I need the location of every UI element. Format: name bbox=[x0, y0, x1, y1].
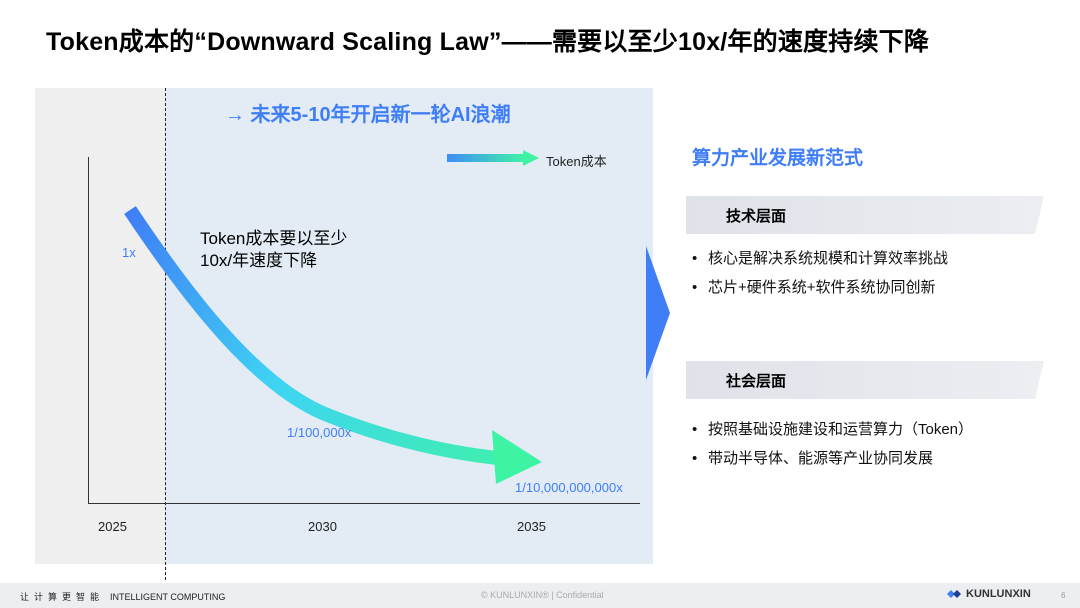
paradigm-title: 算力产业发展新范式 bbox=[692, 148, 864, 169]
footer-tagline-en: INTELLIGENT COMPUTING bbox=[110, 592, 226, 602]
section-label: 社会层面 bbox=[726, 373, 787, 390]
ai-wave-label: → 未来5-10年开启新一轮AI浪潮 bbox=[225, 104, 511, 126]
annotation-line: Token成本要以至少 bbox=[200, 229, 348, 248]
footer-logo-text: KUNLUNXIN bbox=[966, 588, 1031, 600]
legend-arrow-icon bbox=[447, 150, 539, 166]
tech-bullet-list: 核心是解决系统规模和计算效率挑战 芯片+硬件系统+软件系统协同创新 bbox=[690, 244, 948, 302]
list-item: 按照基础设施建设和运营算力（Token） bbox=[690, 415, 973, 444]
point-label: 1/10,000,000,000x bbox=[515, 480, 623, 495]
footer-logo: KUNLUNXIN bbox=[947, 588, 1031, 600]
footer-bar: 让计算更智能 INTELLIGENT COMPUTING © KUNLUNXIN®… bbox=[0, 583, 1080, 608]
divider-dashed-line bbox=[165, 88, 166, 580]
x-tick-label: 2030 bbox=[308, 519, 337, 534]
x-tick-label: 2025 bbox=[98, 519, 127, 534]
chart-annotation: Token成本要以至少 10x/年速度下降 bbox=[200, 228, 347, 272]
chart-past-region bbox=[35, 88, 165, 564]
footer-tagline-cn: 让计算更智能 bbox=[20, 592, 105, 602]
legend-label: Token成本 bbox=[546, 154, 607, 169]
page-number: 6 bbox=[1061, 591, 1066, 600]
footer-tagline: 让计算更智能 INTELLIGENT COMPUTING bbox=[20, 590, 225, 603]
x-tick-label: 2035 bbox=[517, 519, 546, 534]
point-label: 1/100,000x bbox=[287, 425, 352, 440]
point-label: 1x bbox=[122, 245, 136, 260]
section-header-tech: 技术层面 bbox=[686, 196, 1044, 234]
section-header-society: 社会层面 bbox=[686, 361, 1044, 399]
list-item: 芯片+硬件系统+软件系统协同创新 bbox=[690, 273, 948, 302]
society-bullet-list: 按照基础设施建设和运营算力（Token） 带动半导体、能源等产业协同发展 bbox=[690, 415, 973, 473]
list-item: 带动半导体、能源等产业协同发展 bbox=[690, 444, 973, 473]
y-axis bbox=[88, 157, 89, 503]
chevron-right-icon bbox=[646, 246, 670, 380]
list-item: 核心是解决系统规模和计算效率挑战 bbox=[690, 244, 948, 273]
annotation-line: 10x/年速度下降 bbox=[200, 251, 318, 270]
x-axis bbox=[88, 503, 640, 504]
slide-title: Token成本的“Downward Scaling Law”——需要以至少10x… bbox=[46, 28, 930, 56]
kunlunxin-logo-icon bbox=[947, 590, 961, 599]
footer-confidential: © KUNLUNXIN® | Confidential bbox=[481, 590, 604, 600]
section-label: 技术层面 bbox=[726, 208, 787, 225]
